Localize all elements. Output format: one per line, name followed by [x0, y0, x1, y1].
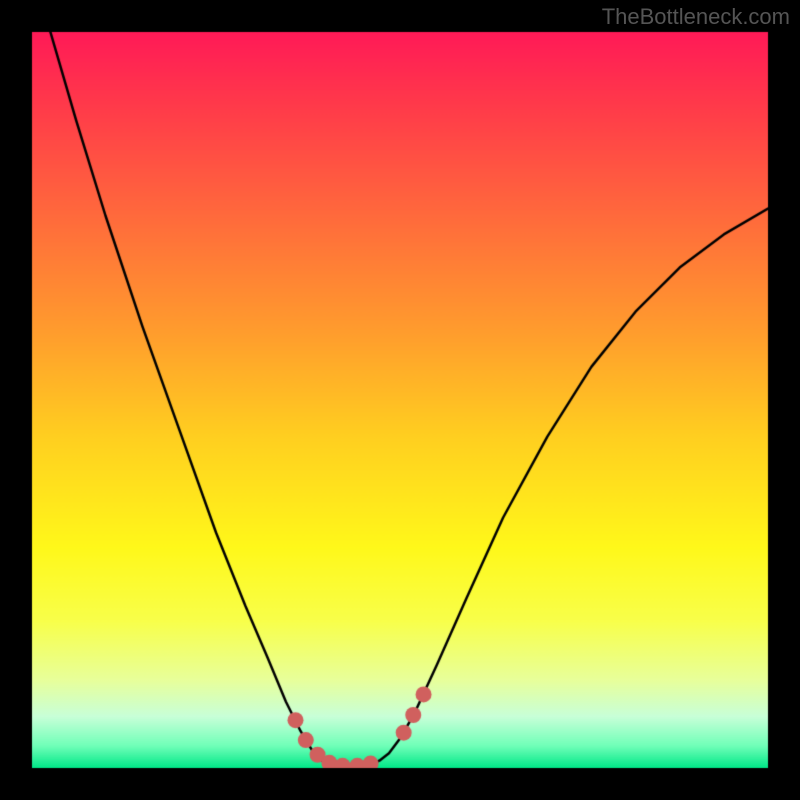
chart-container: TheBottleneck.com: [0, 0, 800, 800]
watermark-label: TheBottleneck.com: [602, 4, 790, 30]
chart-canvas: [0, 0, 800, 800]
